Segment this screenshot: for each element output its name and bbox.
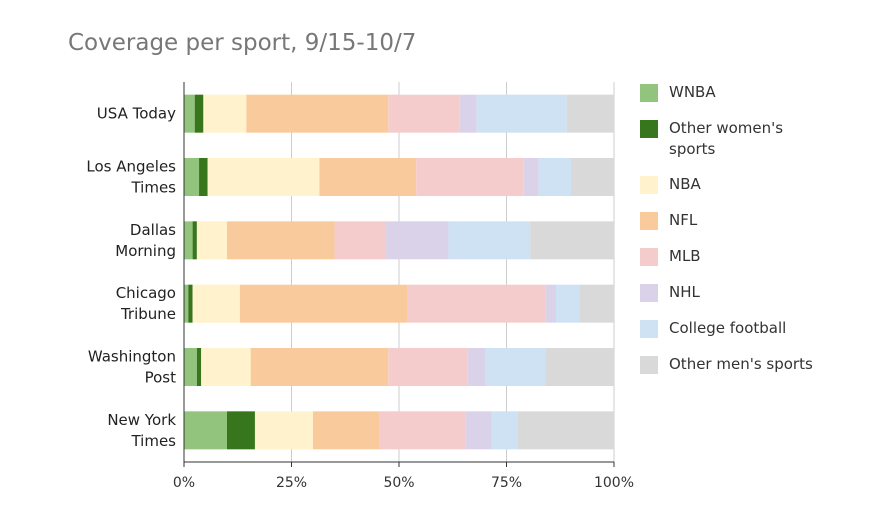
legend-swatch [640,84,658,102]
bar-segment-other-women-s-sports [192,221,197,260]
bar-segment-other-men-s-sports [566,94,614,133]
bar-segment-other-women-s-sports [227,411,255,450]
y-category-label: Los Angeles Times [86,158,176,197]
legend-label: Other men's sports [669,355,813,373]
bar-segment-nfl [319,158,417,196]
bar-segment-nhl [465,411,492,450]
bar-segment-wnba [184,94,195,133]
y-category-label: Dallas Morning [115,221,176,260]
legend-label: College football [669,319,787,337]
legend-swatch [640,120,658,138]
legend-label: NFL [669,211,698,229]
bar-segment-wnba [184,158,200,196]
legend-swatch [640,212,658,230]
bar-segment-nba [201,348,251,386]
bar-segment-college-football [491,411,518,450]
bar-segment-college-football [555,284,580,323]
bar-segment-college-football [448,221,531,260]
bar-segment-nhl [386,221,449,260]
bar-segment-other-men-s-sports [579,284,614,323]
bar-segment-other-women-s-sports [199,158,208,196]
bar-segment-nba [254,411,313,450]
bar-segment-nhl [523,158,539,196]
bar-segment-wnba [184,411,227,450]
y-category-label: Chicago Tribune [116,284,176,323]
bar-segment-wnba [184,348,197,386]
bar-segment-other-men-s-sports [517,411,614,450]
bar-segment-other-women-s-sports [188,284,193,323]
bar-segment-mlb [388,348,468,386]
bar-segment-other-men-s-sports [545,348,614,386]
y-category-labels: USA Today Los Angeles Times Dallas Morning Ch… [86,105,176,450]
bar-segment-other-women-s-sports [194,94,204,133]
bar-segment-nfl [313,411,380,450]
bars [184,94,614,450]
bar-segment-nhl [467,348,485,386]
y-category-label: Washington Post [88,348,176,387]
bar-segment-nhl [459,94,477,133]
bar-segment-nfl [246,94,389,133]
bar-segment-other-men-s-sports [571,158,614,196]
bar-segment-mlb [334,221,387,260]
legend-label: NHL [669,283,700,301]
legend-swatch [640,356,658,374]
bar-segment-nhl [545,284,556,323]
x-tick-label: 100% [594,475,634,491]
x-tick-label: 75% [491,475,522,491]
legend-swatch [640,320,658,338]
bar-segment-other-men-s-sports [530,221,614,260]
legend-label: WNBA [669,83,716,101]
bar-segment-nba [196,221,227,260]
bar-segment-college-football [538,158,571,196]
x-tick-labels: 0% 25% 50% 75% 100% [173,462,634,491]
bar-segment-wnba [184,221,193,260]
legend-label: Other women's sports [669,119,784,158]
chart-title: Coverage per sport, 9/15-10/7 [68,30,417,56]
bar-segment-nfl [239,284,408,323]
bar-segment-other-women-s-sports [196,348,202,386]
bar-segment-mlb [379,411,466,450]
bar-segment-mlb [407,284,546,323]
legend-swatch [640,248,658,266]
bar-segment-nba [192,284,240,323]
gridlines [291,82,615,462]
legend-label: MLB [669,247,701,265]
y-category-label: USA Today [97,105,176,123]
x-tick-label: 50% [383,475,414,491]
bar-segment-mlb [416,158,524,196]
x-tick-label: 0% [173,475,195,491]
legend-swatch [640,176,658,194]
bar-segment-college-football [476,94,567,133]
bar-segment-mlb [388,94,460,133]
x-tick-label: 25% [276,475,307,491]
y-category-label: New York Times [107,411,176,450]
bar-segment-nba [203,94,247,133]
bar-segment-nfl [227,221,335,260]
bar-segment-nba [207,158,320,196]
legend-label: NBA [669,175,701,193]
bar-segment-nfl [250,348,389,386]
legend-swatch [640,284,658,302]
bar-segment-college-football [485,348,546,386]
bar-segment-wnba [184,284,189,323]
